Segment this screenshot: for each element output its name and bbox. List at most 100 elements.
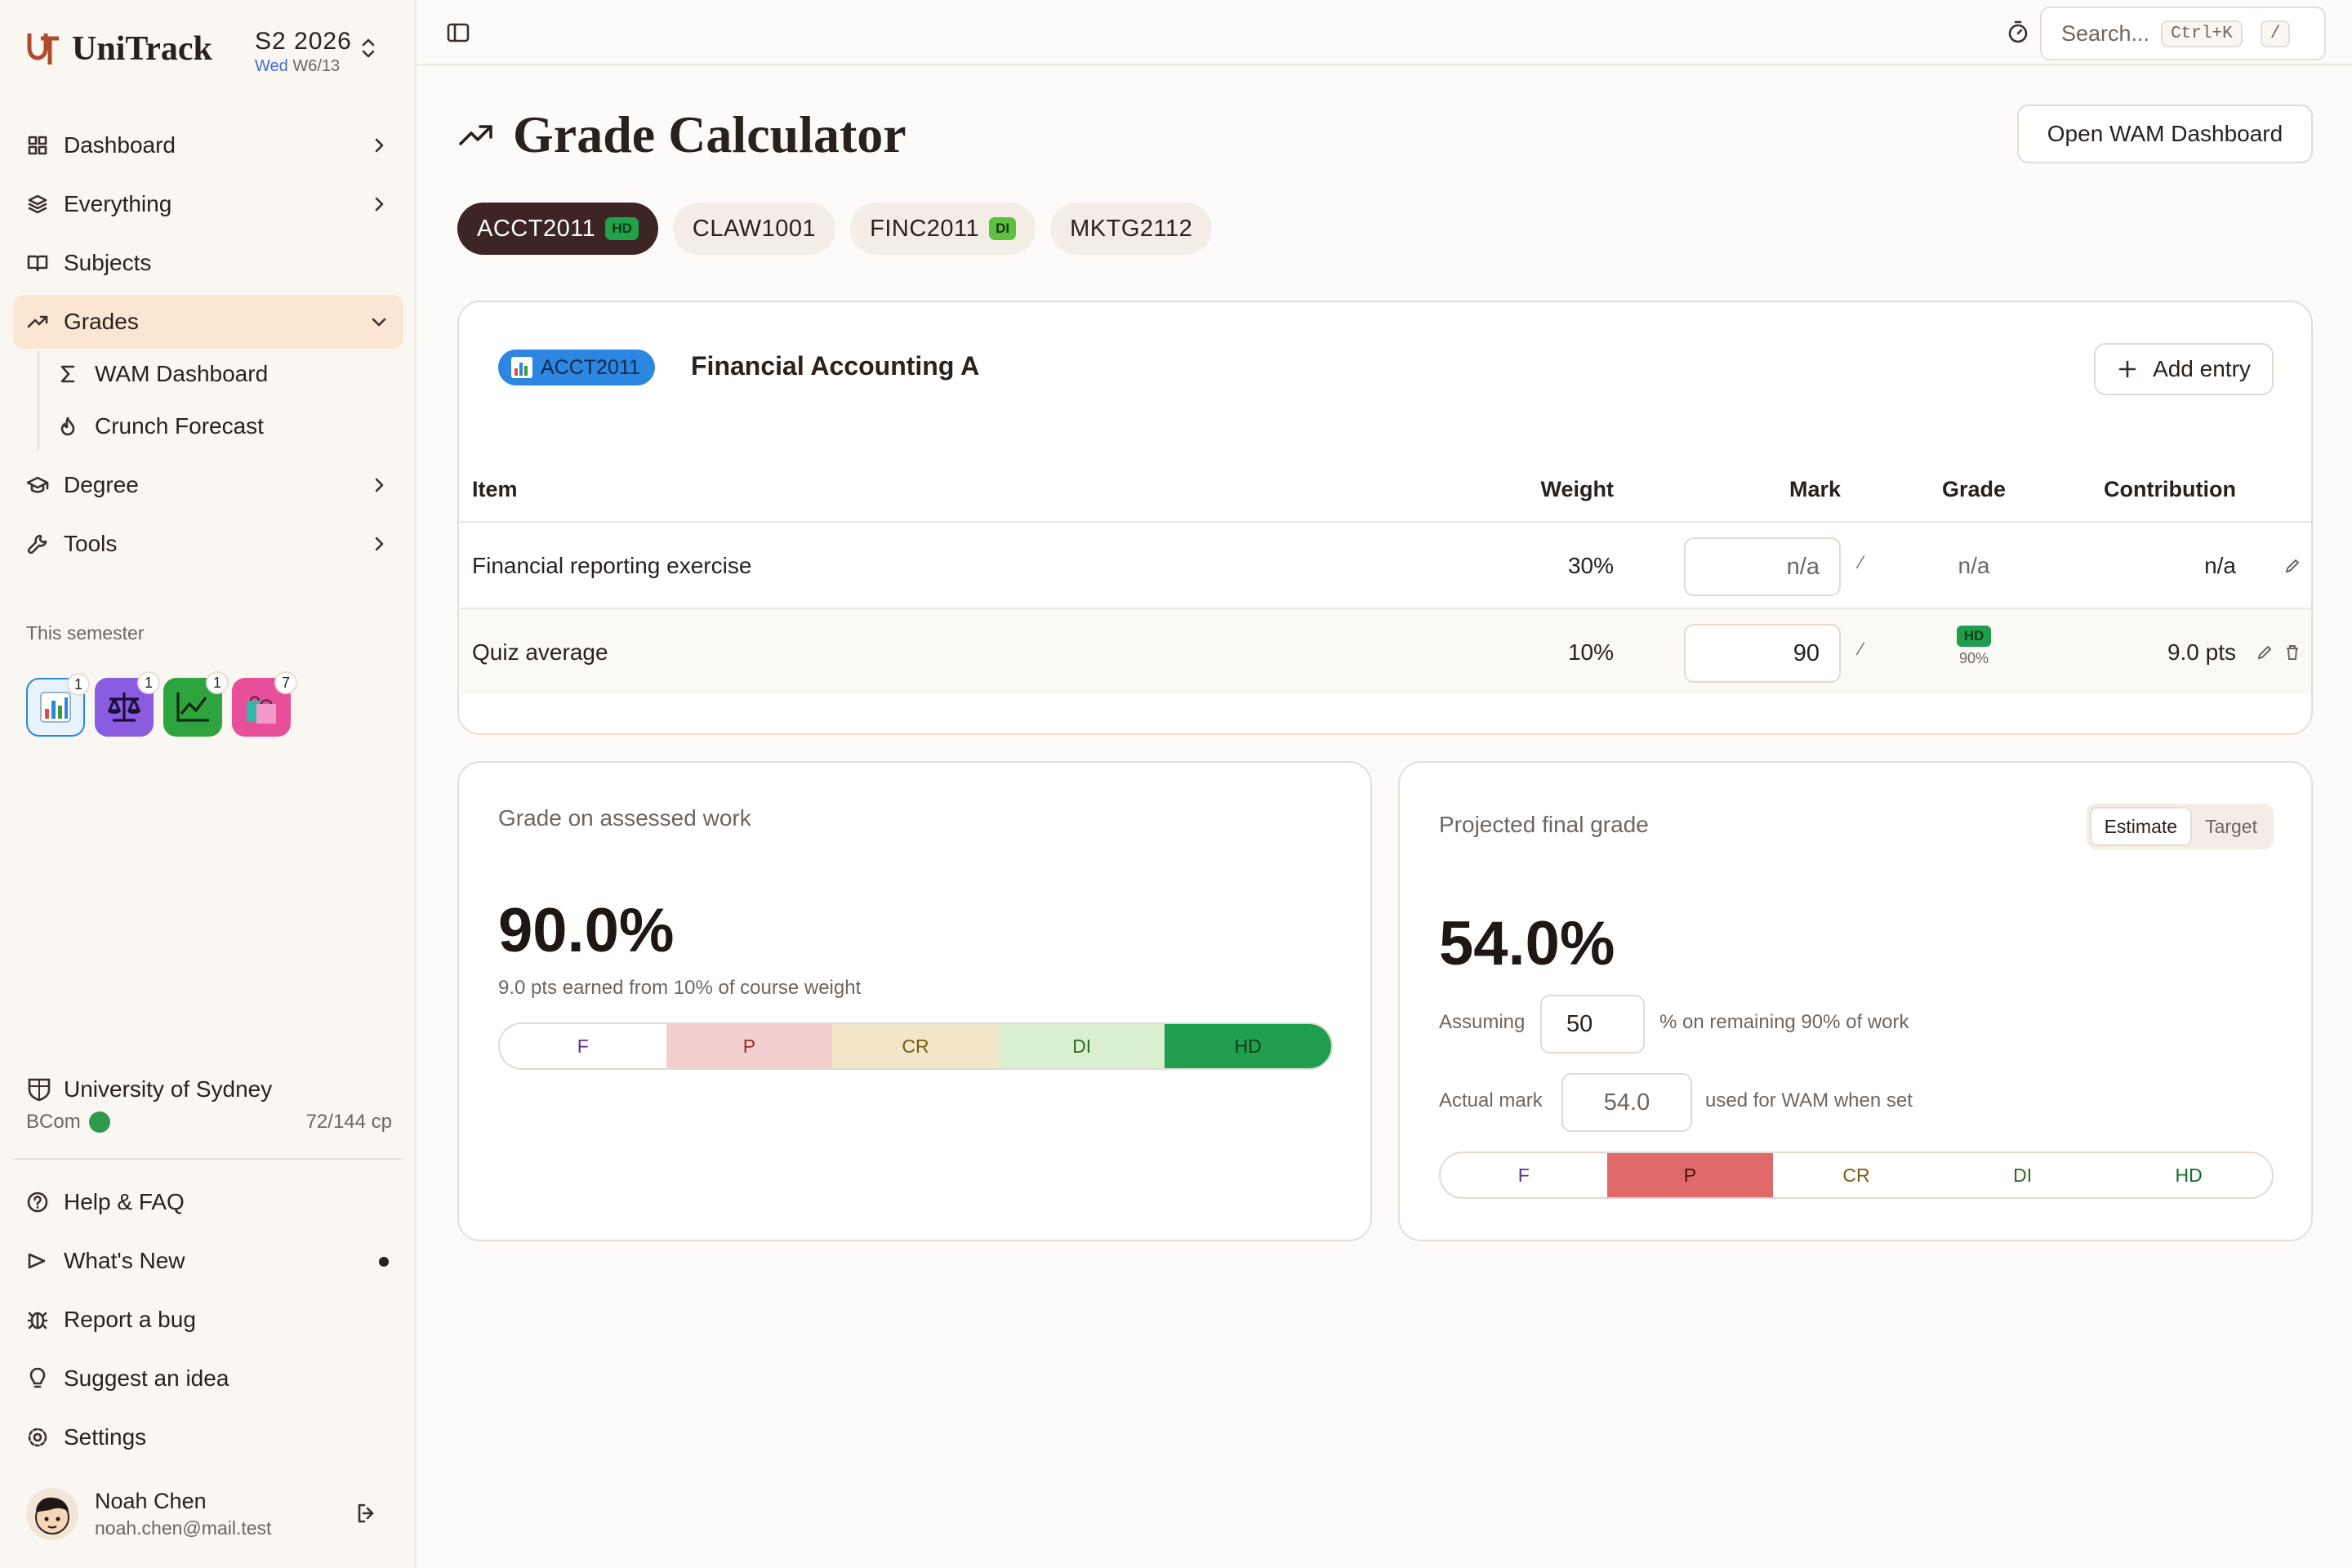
semester-week-number: W6/13 (292, 57, 341, 75)
nav-help[interactable]: Help & FAQ (13, 1175, 403, 1229)
nav-degree[interactable]: Degree (13, 458, 403, 512)
grade-band-bar: F P CR DI HD (498, 1022, 1333, 1070)
course-code: ACCT2011 (541, 355, 640, 379)
credit-progress: 72/144 cp (305, 1111, 392, 1133)
band-p-active: P (1606, 1153, 1774, 1197)
nav-help-label: Help & FAQ (64, 1189, 185, 1214)
sidebar-divider (13, 1158, 403, 1160)
nav-crunch-forecast[interactable]: Crunch Forecast (57, 402, 264, 451)
row-item: Quiz average (472, 639, 608, 665)
avatar (26, 1488, 78, 1540)
search-input[interactable]: Search... Ctrl+K / (2040, 7, 2326, 60)
line-chart-icon (173, 689, 212, 725)
bug-icon (26, 1308, 49, 1331)
band-di: DI (998, 1024, 1165, 1068)
table-row: Financial reporting exercise 30% n/a ⁄ n… (459, 521, 2311, 608)
col-contribution: Contribution (2104, 477, 2236, 501)
nav-subjects[interactable]: Subjects (13, 236, 403, 290)
gear-icon (26, 1426, 49, 1449)
trending-up-icon (26, 310, 49, 333)
row-weight: 10% (1567, 639, 1614, 665)
course-tab-code: FINC2011 (870, 215, 980, 242)
nav-whats-new-label: What's New (64, 1248, 185, 1273)
chevron-right-icon (369, 534, 389, 554)
scales-icon (105, 689, 144, 725)
plus-icon (2117, 359, 2138, 380)
course-name: Financial Accounting A (691, 351, 980, 381)
semester-week: Wed W6/13 (255, 57, 352, 76)
row-grade: n/a (1958, 553, 1990, 578)
nav-suggest-idea[interactable]: Suggest an idea (13, 1352, 403, 1405)
assessed-value: 90.0% (498, 896, 675, 965)
nav-report-bug-label: Report a bug (64, 1307, 196, 1332)
open-wam-dashboard-button[interactable]: Open WAM Dashboard (2017, 105, 2313, 163)
projected-grade-band-bar: F P CR DI HD (1439, 1152, 2274, 1199)
course-card: ACCT2011 Financial Accounting A Add entr… (457, 301, 2313, 735)
band-cr: CR (1842, 1164, 1870, 1186)
lightbulb-icon (26, 1367, 49, 1390)
unitrack-logo-icon (26, 30, 62, 68)
subject-mktg2112[interactable]: 7 (232, 671, 297, 737)
nav-everything[interactable]: Everything (13, 177, 403, 231)
university-info[interactable]: University of Sydney BCom 72/144 cp (26, 1076, 392, 1134)
course-tab-code: MKTG2112 (1070, 215, 1193, 242)
pencil-icon[interactable] (2283, 557, 2301, 575)
col-grade: Grade (1941, 477, 2007, 501)
course-tab[interactable]: CLAW1001 (672, 203, 836, 255)
row-grade: HD 90% (1921, 626, 2027, 667)
nav-whats-new[interactable]: What's New (13, 1234, 403, 1288)
assuming-input[interactable]: 50 (1540, 995, 1645, 1054)
nav-grades-label: Grades (64, 309, 139, 334)
add-entry-button[interactable]: Add entry (2094, 343, 2274, 395)
nav-dashboard[interactable]: Dashboard (13, 118, 403, 172)
band-f: F (500, 1024, 666, 1068)
degree-status-icon (88, 1111, 110, 1133)
semester-selector[interactable]: S2 2026 Wed W6/13 (255, 28, 352, 76)
nav-settings[interactable]: Settings (13, 1410, 403, 1464)
mark-input[interactable]: n/a (1684, 537, 1841, 596)
nav-grades[interactable]: Grades (13, 295, 403, 349)
assuming-label: Assuming (1439, 1011, 1526, 1033)
chevron-updown-icon[interactable] (359, 36, 377, 60)
university-name: University of Sydney (64, 1076, 273, 1102)
nav-report-bug[interactable]: Report a bug (13, 1293, 403, 1347)
nav-tools[interactable]: Tools (13, 517, 403, 571)
subject-finc2011[interactable]: 1 (163, 671, 229, 737)
bar-chart-icon (38, 689, 74, 725)
user-name: Noah Chen (95, 1489, 207, 1513)
band-p: P (666, 1024, 833, 1068)
grid-icon (26, 134, 49, 157)
help-circle-icon (26, 1191, 49, 1214)
course-tab[interactable]: ACCT2011 HD (457, 203, 658, 255)
nav-tools-label: Tools (64, 531, 118, 556)
estimate-target-toggle: Estimate Target (2086, 804, 2274, 849)
course-tab[interactable]: MKTG2112 (1050, 203, 1213, 255)
university-crest-icon (26, 1076, 52, 1102)
app-name: UniTrack (72, 30, 212, 68)
sidebar-toggle-icon[interactable] (446, 21, 470, 44)
app-brand[interactable]: UniTrack (26, 29, 212, 69)
pencil-icon[interactable] (2256, 644, 2274, 662)
grade-badge: HD (1956, 626, 1992, 647)
search-slash-key: / (2260, 20, 2291, 47)
trash-icon[interactable] (2283, 644, 2301, 662)
subject-claw1001[interactable]: 1 (95, 671, 160, 737)
user-profile[interactable]: Noah Chen noah.chen@mail.test (26, 1481, 392, 1547)
subject-acct2011[interactable]: 1 (26, 673, 90, 737)
toggle-estimate[interactable]: Estimate (2089, 807, 2193, 846)
add-entry-label: Add entry (2153, 356, 2251, 381)
band-di: DI (2013, 1164, 2033, 1186)
chevron-right-icon (369, 136, 389, 155)
nav-dashboard-label: Dashboard (64, 132, 176, 158)
mark-input[interactable]: 90 (1684, 624, 1841, 683)
course-tab[interactable]: FINC2011 DI (850, 203, 1036, 255)
toggle-target[interactable]: Target (2205, 815, 2257, 837)
logout-icon[interactable] (354, 1501, 379, 1526)
nav-wam-dashboard[interactable]: WAM Dashboard (57, 350, 268, 399)
actual-mark-input[interactable]: 54.0 (1561, 1073, 1692, 1132)
layers-icon (26, 193, 49, 216)
col-weight: Weight (1540, 477, 1615, 501)
projected-value: 54.0% (1439, 909, 1615, 978)
flame-icon (57, 416, 78, 437)
timer-icon[interactable] (2004, 18, 2032, 46)
